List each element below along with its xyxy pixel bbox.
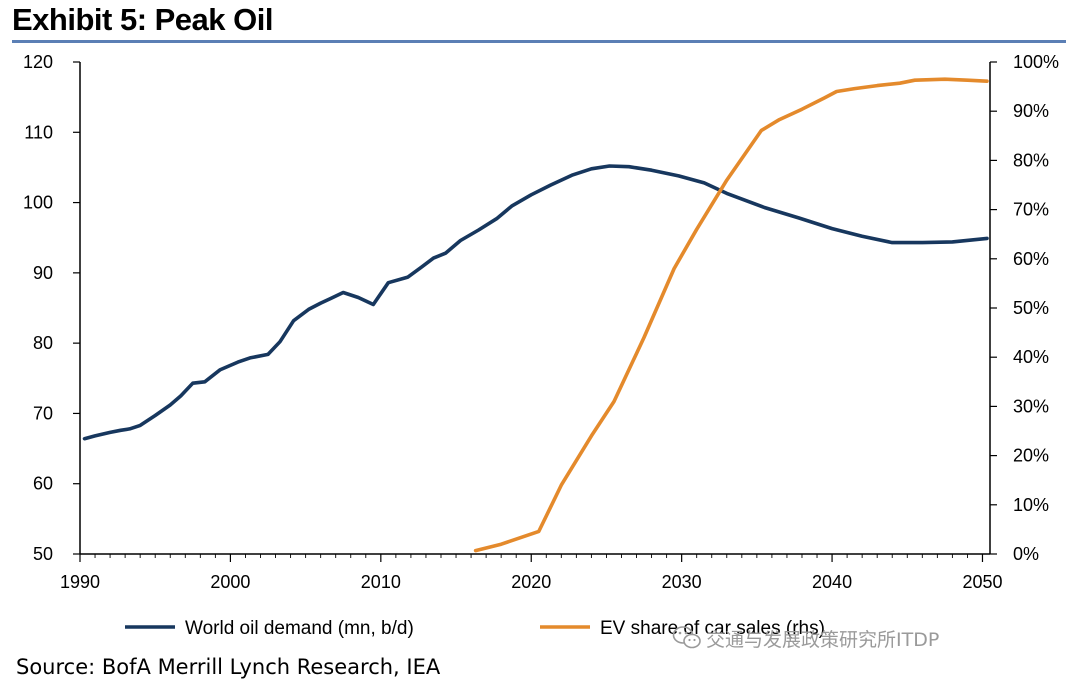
left-y-tick-label: 50 (33, 544, 53, 564)
x-tick-label: 2010 (361, 572, 401, 592)
wechat-icon (672, 626, 701, 649)
right-y-tick-label: 80% (1013, 150, 1049, 170)
right-y-tick-label: 90% (1013, 101, 1049, 121)
legend-label-ev: EV share of car sales (rhs) (600, 618, 825, 639)
legend-label-oil: World oil demand (mn, b/d) (185, 618, 414, 639)
right-y-tick-label: 20% (1013, 446, 1049, 466)
right-y-tick-label: 0% (1013, 544, 1039, 564)
x-tick-label: 2050 (962, 572, 1002, 592)
right-y-tick-label: 30% (1013, 396, 1049, 416)
chart-title: Exhibit 5: Peak Oil (12, 2, 273, 37)
left-y-tick-label: 120 (23, 52, 53, 72)
x-tick-label: 2040 (812, 572, 852, 592)
ev-share-line (473, 77, 989, 553)
right-y-tick-label: 50% (1013, 298, 1049, 318)
title-rule (12, 40, 1066, 43)
x-tick-label: 2020 (511, 572, 551, 592)
left-y-tick-label: 100 (23, 193, 53, 213)
left-y-tick-label: 70 (33, 403, 53, 423)
right-y-tick-label: 40% (1013, 347, 1049, 367)
right-y-tick-label: 100% (1013, 52, 1059, 72)
series-layer (82, 77, 989, 553)
right-y-tick-label: 10% (1013, 495, 1049, 515)
right-y-tick-label: 60% (1013, 249, 1049, 269)
x-tick-label: 2030 (662, 572, 702, 592)
chart-axes: 50 60 70 80 90 100 110 120 0% 10% 20% 30% 40% 50% 60% 7… (23, 52, 1059, 592)
oil-demand-line (82, 164, 989, 441)
watermark: 交通与发展政策研究所ITDP (672, 623, 939, 653)
x-tick-label: 2000 (210, 572, 250, 592)
x-tick-label: 1990 (60, 572, 100, 592)
left-y-tick-label: 80 (33, 333, 53, 353)
left-y-tick-label: 60 (33, 474, 53, 494)
right-y-tick-label: 70% (1013, 200, 1049, 220)
source-note: Source: BofA Merrill Lynch Research, IEA (16, 655, 441, 679)
chart-legend: World oil demand (mn, b/d) EV share of ca… (125, 618, 825, 639)
left-y-tick-label: 90 (33, 263, 53, 283)
left-y-tick-label: 110 (24, 122, 53, 142)
watermark-text: 交通与发展政策研究所ITDP (706, 628, 940, 651)
